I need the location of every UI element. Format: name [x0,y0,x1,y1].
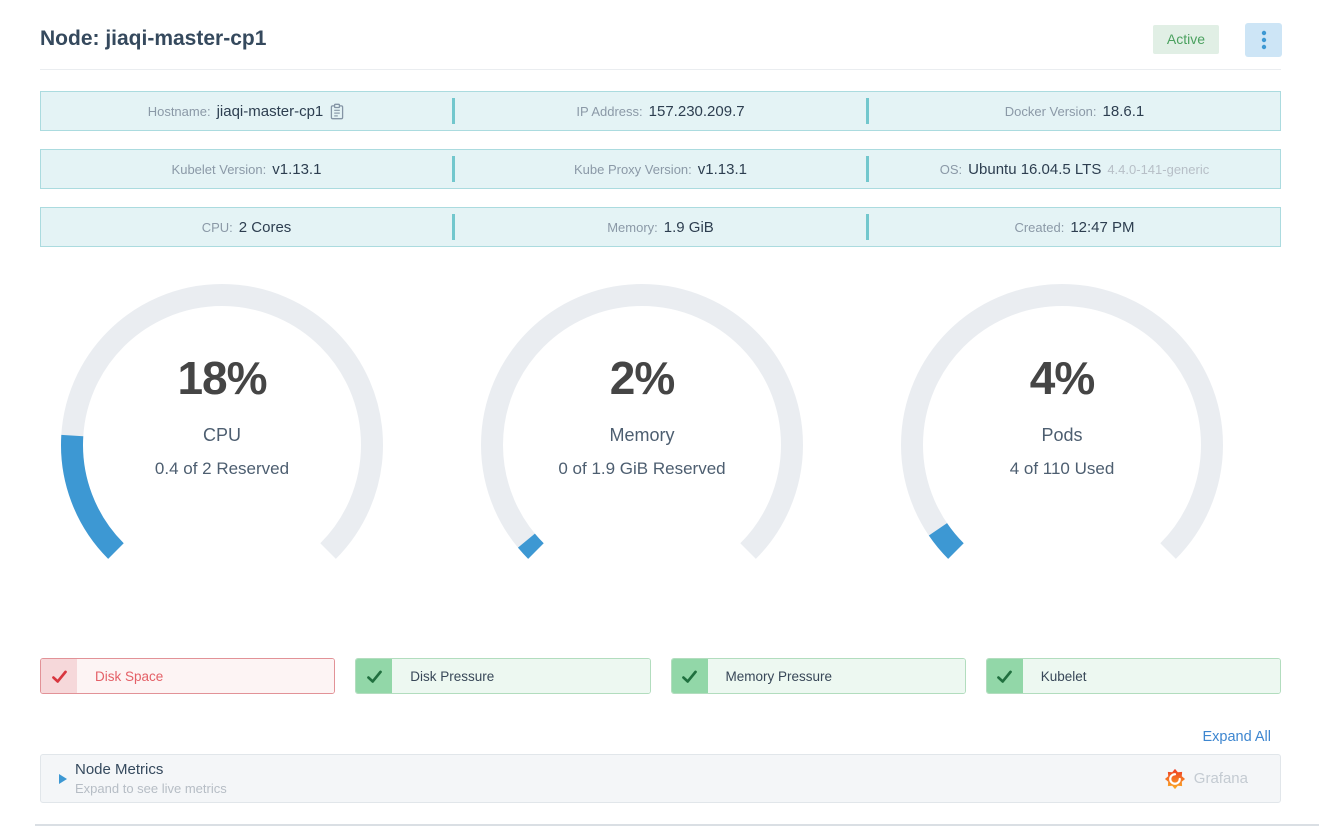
info-value: 12:47 PM [1070,218,1135,236]
info-cell-ip-address: IP Address: 157.230.209.7 [455,103,866,120]
gauge-text: 2% Memory 0 of 1.9 GiB Reserved [432,355,852,479]
grafana-flame-icon [1164,768,1185,789]
info-cell-memory: Memory: 1.9 GiB [455,219,866,236]
gauge-percent: 4% [1029,352,1095,404]
info-cell-created: Created: 12:47 PM [869,219,1280,236]
context-menu-button[interactable] [1245,23,1282,57]
node-metrics-panel[interactable]: Node Metrics Expand to see live metrics … [40,754,1281,803]
copy-hostname-button[interactable] [329,102,345,121]
metrics-panel-subtitle: Expand to see live metrics [75,781,227,796]
condition-disk-space: Disk Space [40,658,336,694]
cell-divider [452,98,455,124]
node-info-section: Hostname: jiaqi-master-cp1 IP Address: 1… [40,91,1281,265]
info-value: v1.13.1 [272,160,322,178]
condition-memory-pressure: Memory Pressure [670,658,966,694]
gauge-track-arc [901,284,1223,559]
page-title: Node: jiaqi-master-cp1 [40,27,267,50]
check-icon [671,659,708,693]
condition-label: Memory Pressure [707,659,965,693]
bottom-divider [35,824,1319,826]
info-cell-os: OS: Ubuntu 16.04.5 LTS 4.4.0-141-generic [869,161,1280,178]
gauge-label: Memory [609,425,675,445]
info-cell-kube-proxy-version: Kube Proxy Version: v1.13.1 [455,161,866,178]
condition-kubelet: Kubelet [985,658,1281,694]
condition-label: Disk Pressure [392,659,650,693]
cell-divider [866,156,869,182]
gauge-detail: 4 of 110 Used [1009,459,1115,478]
metrics-provider: Grafana [1164,768,1248,790]
expand-caret-icon[interactable] [59,773,67,784]
memory-gauge: 2% Memory 0 of 1.9 GiB Reserved [432,283,852,575]
info-label: CPU: [201,219,233,235]
info-row: Kubelet Version: v1.13.1 Kube Proxy Vers… [40,149,1281,189]
vertical-ellipsis-icon [1261,30,1266,50]
node-conditions: Disk Space Disk Pressure Memory Pressure… [40,658,1281,694]
info-label: IP Address: [576,103,643,119]
info-cell-kubelet-version: Kubelet Version: v1.13.1 [41,161,452,178]
gauge-fill-arc [517,533,544,559]
cell-divider [866,214,869,240]
condition-label: Kubelet [1022,659,1280,693]
condition-label: Disk Space [77,659,335,693]
info-cell-docker-version: Docker Version: 18.6.1 [869,103,1280,120]
info-label: OS: [939,161,963,177]
cpu-gauge: 18% CPU 0.4 of 2 Reserved [12,283,432,575]
gauge-fill-arc [928,522,964,559]
info-label: Hostname: [147,103,211,119]
info-value: 18.6.1 [1102,102,1145,120]
cell-divider [866,98,869,124]
gauge-label: CPU [202,425,241,445]
gauge-percent: 2% [609,352,675,404]
provider-label: Grafana [1193,770,1248,787]
gauge-arc [481,284,803,559]
info-value: Ubuntu 16.04.5 LTS [968,160,1102,178]
cell-divider [452,156,455,182]
info-value: jiaqi-master-cp1 [216,102,324,120]
gauge-arc [901,284,1223,559]
info-value: 2 Cores [238,218,292,236]
info-cell-hostname: Hostname: jiaqi-master-cp1 [41,102,452,121]
info-value: 1.9 GiB [663,218,714,236]
condition-disk-pressure: Disk Pressure [355,658,651,694]
expand-all-link[interactable]: Expand All [1202,729,1271,745]
status-badge: Active [1152,25,1219,54]
info-label: Memory: [607,219,658,235]
info-label: Kubelet Version: [171,161,267,177]
metrics-panel-title: Node Metrics [75,761,164,778]
gauge-detail: 0 of 1.9 GiB Reserved [558,459,726,478]
check-icon [41,659,77,693]
gauge-percent: 18% [177,352,267,404]
info-value: 157.230.209.7 [648,102,745,120]
header-divider [40,69,1281,70]
info-row: CPU: 2 Cores Memory: 1.9 GiB Created: 12… [40,207,1281,247]
gauge-detail: 0.4 of 2 Reserved [154,459,290,478]
gauge-arc [61,284,383,559]
check-icon [986,659,1023,693]
check-icon [356,659,393,693]
info-value: v1.13.1 [697,160,747,178]
gauge-fill-arc [61,434,124,559]
gauge-text: 18% CPU 0.4 of 2 Reserved [12,355,432,479]
info-label: Docker Version: [1004,103,1097,119]
info-label: Created: [1014,219,1065,235]
info-label: Kube Proxy Version: [573,161,692,177]
gauge-text: 4% Pods 4 of 110 Used [852,355,1272,479]
kernel-version-text: 4.4.0-141-generic [1107,161,1210,177]
gauge-track-arc [481,284,803,559]
gauge-label: Pods [1041,425,1083,445]
pods-gauge: 4% Pods 4 of 110 Used [852,283,1272,575]
cell-divider [452,214,455,240]
clipboard-icon [331,103,344,119]
info-row: Hostname: jiaqi-master-cp1 IP Address: 1… [40,91,1281,131]
info-cell-cpu: CPU: 2 Cores [41,219,452,236]
